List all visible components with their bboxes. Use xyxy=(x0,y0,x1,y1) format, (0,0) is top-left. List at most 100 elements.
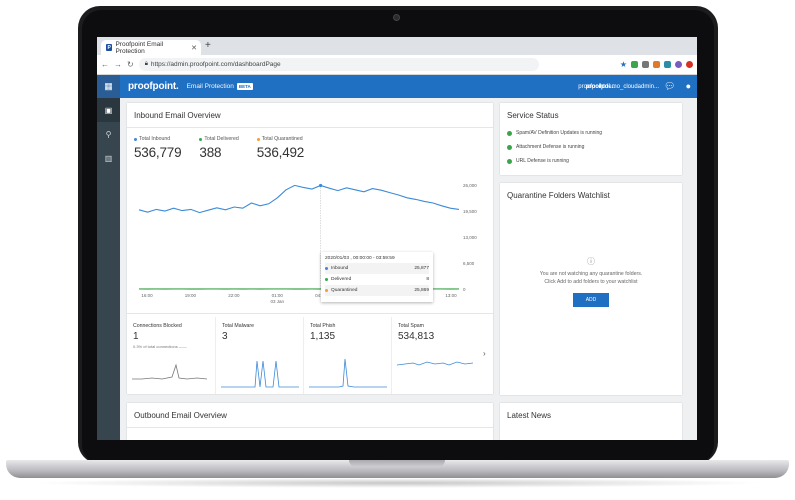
stat-title: Total Phish xyxy=(310,323,336,329)
extension-gray-icon[interactable] xyxy=(642,61,649,68)
stat-total-spam[interactable]: Total Spam 534,813 xyxy=(391,317,483,394)
inbound-line-chart[interactable]: 26,000 19,500 13,000 6,500 0 16:00 19:00 22:00 0… xyxy=(127,171,493,311)
latest-news-card: Latest News xyxy=(500,403,682,440)
kpi-value: 536,492 xyxy=(256,145,305,160)
x-tick-label: 13:00 xyxy=(445,293,457,298)
profile-avatar-icon[interactable] xyxy=(675,61,682,68)
service-status-card: Service Status Spam/AV Definition Update… xyxy=(500,103,682,175)
x-tick-label: 22:00 xyxy=(228,293,240,298)
x-date-label: 03 Jan xyxy=(271,299,285,304)
browser-tab-title: Proofpoint Email Protection xyxy=(115,40,164,55)
divider xyxy=(127,127,493,128)
extension-teal-icon[interactable] xyxy=(664,61,671,68)
stat-value: 534,813 xyxy=(398,331,435,342)
quarantine-watchlist-card: Quarantine Folders Watchlist ⓘ You are n… xyxy=(500,183,682,395)
plus-icon[interactable]: + xyxy=(205,40,211,51)
outbound-overview-card: Outbound Email Overview xyxy=(127,403,493,440)
app-header: ▦ proofpoint. Email Protection BETA proo… xyxy=(97,75,697,98)
legend-dot xyxy=(325,278,328,281)
status-item: Spam/AV Definition Updates is running xyxy=(500,126,682,140)
y-tick-label: 6,500 xyxy=(463,261,475,266)
tooltip-value: 25,869 xyxy=(414,288,429,293)
reload-icon[interactable]: ↻ xyxy=(127,60,134,69)
x-tick-label: 19:00 xyxy=(185,293,197,298)
kpi-label: Total Delivered xyxy=(204,136,239,142)
watchlist-title: Quarantine Folders Watchlist xyxy=(507,191,610,200)
legend-dot xyxy=(199,137,203,141)
close-tab-icon[interactable]: ✕ xyxy=(191,44,197,52)
user-menu[interactable]: proofpoi... xyxy=(585,83,615,90)
bar-chart-icon[interactable]: ▥ xyxy=(104,153,113,163)
divider xyxy=(127,427,493,428)
chevron-right-icon[interactable]: › xyxy=(483,349,486,358)
sparkline xyxy=(221,360,299,388)
legend-dot xyxy=(134,137,137,141)
y-tick-label: 0 xyxy=(463,287,466,292)
sidebar: ▣ ⚲ ▥ xyxy=(97,98,120,440)
account-icon[interactable]: ● xyxy=(685,81,691,91)
url-field[interactable]: 🔒︎ https://admin.proofpoint.com/dashboar… xyxy=(138,58,539,71)
tooltip-time: 2020/01/03 , 00:00:00 - 03:59:59 xyxy=(325,256,395,261)
url-text: https://admin.proofpoint.com/dashboardPa… xyxy=(150,61,281,68)
lock-icon: 🔒︎ xyxy=(144,61,148,67)
stat-subtext: 0.3% of total connections —— xyxy=(133,344,187,349)
inbound-kpis: Total Inbound 536,779 Total Delivered 38… xyxy=(127,128,493,160)
stat-total-phish[interactable]: Total Phish 1,135 xyxy=(303,317,391,394)
tooltip-row: Quarantined 25,869 xyxy=(325,285,429,296)
status-text: Attachment Defense is running xyxy=(516,144,585,150)
status-item: Attachment Defense is running xyxy=(500,140,682,154)
chat-icon[interactable]: 💬︎ xyxy=(664,81,676,91)
stat-total-malware[interactable]: Total Malware 3 xyxy=(215,317,303,394)
kpi-label: Total Quarantined xyxy=(261,136,303,142)
stat-connections-blocked[interactable]: Connections Blocked 1 0.3% of total conn… xyxy=(127,317,215,394)
check-circle-icon xyxy=(507,130,512,136)
check-circle-icon xyxy=(507,158,512,164)
search-icon[interactable]: ⚲ xyxy=(105,129,112,139)
kpi-total-inbound: Total Inbound 536,779 xyxy=(134,136,182,160)
inbound-overview-card: Inbound Email Overview Total Inbound 536… xyxy=(127,103,493,394)
camera-icon xyxy=(393,14,400,21)
extension-green-icon[interactable] xyxy=(631,61,638,68)
latest-news-title: Latest News xyxy=(507,411,552,420)
kpi-total-delivered: Total Delivered 388 xyxy=(199,136,239,160)
forward-icon[interactable]: → xyxy=(114,60,122,69)
dashboard-icon[interactable]: ▣ xyxy=(97,98,120,122)
extension-red-icon[interactable] xyxy=(686,61,693,68)
org-menu[interactable]: proofpointdemo_cloudadmin... xyxy=(578,83,659,90)
main-content: Inbound Email Overview Total Inbound 536… xyxy=(120,98,697,440)
series-line-inbound xyxy=(138,184,460,214)
legend-dot xyxy=(325,267,328,270)
laptop-shadow xyxy=(30,478,765,488)
tooltip-value: 25,877 xyxy=(414,266,429,271)
x-tick-label: 04:00 xyxy=(315,293,327,298)
browser-tab-bar: P Proofpoint Email Protection ✕ + xyxy=(97,37,697,55)
tooltip-label: Delivered xyxy=(331,277,352,282)
tooltip-value: 8 xyxy=(426,277,429,282)
laptop-notch xyxy=(349,460,445,467)
screen: P Proofpoint Email Protection ✕ + ← → ↻ … xyxy=(97,37,697,440)
sparkline xyxy=(397,361,474,366)
status-item: URL Defense is running xyxy=(500,154,682,168)
stat-title: Total Spam xyxy=(398,323,424,329)
kpi-total-quarantined: Total Quarantined 536,492 xyxy=(256,136,305,160)
extension-orange-icon[interactable] xyxy=(653,61,660,68)
sparkline xyxy=(132,363,208,380)
chart-tooltip: 2020/01/03 , 00:00:00 - 03:59:59 Inbound… xyxy=(321,252,433,302)
browser-tab[interactable]: P Proofpoint Email Protection ✕ xyxy=(101,40,201,55)
tooltip-row: Delivered 8 xyxy=(325,274,429,285)
beta-badge: BETA xyxy=(236,83,253,90)
kpi-value: 536,779 xyxy=(134,145,182,160)
x-tick-label: 16:00 xyxy=(141,293,153,298)
laptop-base xyxy=(6,460,789,478)
y-tick-label: 19,500 xyxy=(463,209,477,214)
brand-logo: proofpoint. xyxy=(128,81,179,92)
add-button[interactable]: ADD xyxy=(573,293,609,307)
app-grid-icon[interactable]: ▦ xyxy=(97,75,120,98)
bookmark-star-icon[interactable]: ★ xyxy=(619,60,627,69)
y-tick-label: 13,000 xyxy=(463,235,477,240)
proofpoint-favicon-icon: P xyxy=(106,44,113,51)
info-icon: ⓘ xyxy=(587,257,595,266)
product-name: Email Protection xyxy=(186,83,234,90)
back-icon[interactable]: ← xyxy=(101,60,109,69)
status-text: URL Defense is running xyxy=(516,158,569,164)
